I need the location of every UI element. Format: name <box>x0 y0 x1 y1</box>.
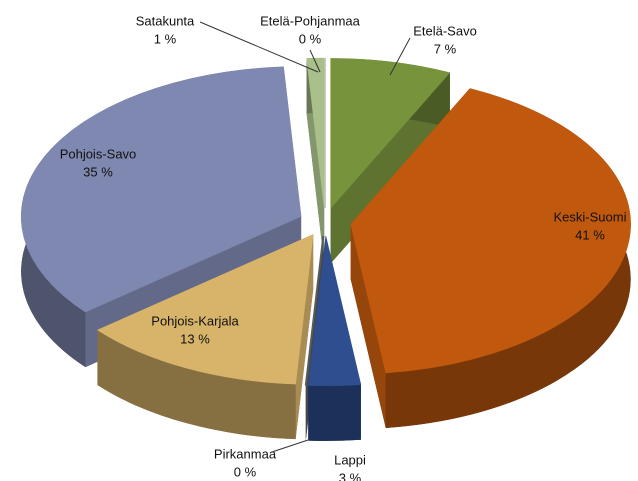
slice-value-label: 3 % <box>339 470 362 481</box>
slice-top <box>350 88 631 374</box>
slice-wall <box>97 330 296 440</box>
slice-label: Satakunta <box>136 13 195 28</box>
slice-top <box>304 235 325 386</box>
slice-label: Etelä-Pohjanmaa <box>260 13 360 28</box>
slice-top <box>306 57 325 209</box>
slice-label: Keski-Suomi <box>554 209 627 224</box>
leader-line <box>389 37 411 76</box>
slice-value-label: 35 % <box>83 164 113 179</box>
slice-value-label: 13 % <box>180 331 210 346</box>
slice-label: Pirkanmaa <box>214 446 277 461</box>
slice-side <box>350 224 386 428</box>
slice-wall <box>308 384 361 441</box>
leader-line <box>271 439 309 453</box>
leader-line <box>199 21 319 73</box>
slice <box>306 57 325 264</box>
slice-value-label: 0 % <box>234 464 257 479</box>
slice-top <box>20 66 302 313</box>
slice <box>350 88 631 428</box>
slice-top <box>96 234 314 385</box>
slice-label: Etelä-Savo <box>413 23 477 38</box>
slice-value-label: 1 % <box>154 31 177 46</box>
slice <box>307 235 362 441</box>
slice <box>96 234 314 440</box>
slice-label: Pohjois-Karjala <box>151 313 239 328</box>
slice-top <box>307 235 362 387</box>
slice-top <box>330 58 451 210</box>
slice-value-label: 7 % <box>434 41 457 56</box>
leader-line <box>309 49 321 73</box>
slice-label: Pohjois-Savo <box>60 146 137 161</box>
slice-value-label: 41 % <box>575 227 605 242</box>
slice-value-label: 0 % <box>299 31 322 46</box>
slice-label: Lappi <box>334 452 366 467</box>
